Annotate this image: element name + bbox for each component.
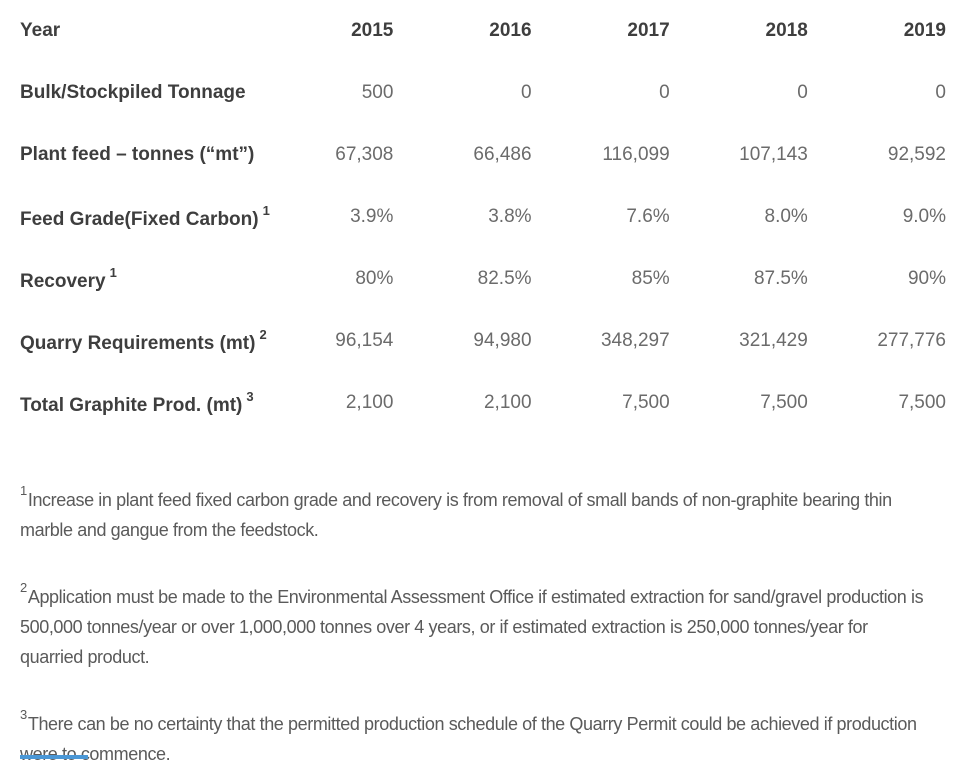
cell-value: 96,154 <box>335 330 394 351</box>
table-row: Feed Grade(Fixed Carbon) 1 3.9% 3.8% 7.6%… <box>20 186 946 248</box>
cell-value: 7,500 <box>622 392 670 413</box>
row-label-text: Total Graphite Prod. (mt) <box>20 395 243 416</box>
row-label-recovery: Recovery 1 <box>20 248 255 310</box>
table-header-row: Year 2015 2016 2017 2018 2019 <box>20 0 946 62</box>
cell-value: 8.0% <box>764 206 808 227</box>
table-row: Quarry Requirements (mt) 2 96,154 94,980 … <box>20 310 946 372</box>
cell-value: 3.9% <box>350 206 394 227</box>
footnote-marker: 1 <box>109 265 117 280</box>
year-column-2019: 2019 <box>903 20 946 41</box>
cell-value: 80% <box>355 268 394 289</box>
table-row: Total Graphite Prod. (mt) 3 2,100 2,100 7… <box>20 372 946 434</box>
footnote-1: 1Increase in plant feed fixed carbon gra… <box>20 476 925 545</box>
cell-value: 90% <box>907 268 946 289</box>
cut-off-blue-element <box>20 755 88 759</box>
cell-value: 7.6% <box>626 206 670 227</box>
year-column-2015: 2015 <box>351 20 394 41</box>
cell-value: 87.5% <box>753 268 808 289</box>
cell-value: 3.8% <box>488 206 532 227</box>
cell-value: 500 <box>361 82 394 103</box>
table-row: Bulk/Stockpiled Tonnage 500 0 0 0 0 <box>20 62 946 124</box>
cell-value: 2,100 <box>483 392 532 413</box>
footnote-1-marker: 1 <box>20 483 27 498</box>
cell-value: 82.5% <box>477 268 532 289</box>
row-label-text: Quarry Requirements (mt) <box>20 333 256 354</box>
cell-value: 107,143 <box>739 144 808 165</box>
footnote-3-marker: 3 <box>20 707 27 722</box>
cell-value: 0 <box>520 82 532 103</box>
cell-value: 94,980 <box>473 330 532 351</box>
cell-value: 66,486 <box>473 144 532 165</box>
footnote-1-text: Increase in plant feed fixed carbon grad… <box>20 490 892 540</box>
footnote-3-text: There can be no certainty that the permi… <box>20 714 917 763</box>
year-column-2018: 2018 <box>765 20 808 41</box>
footnote-3: 3There can be no certainty that the perm… <box>20 700 925 763</box>
footnote-marker: 2 <box>259 327 267 342</box>
cell-value: 321,429 <box>739 330 808 351</box>
cell-value: 92,592 <box>887 144 946 165</box>
footnote-2-text: Application must be made to the Environm… <box>20 587 924 667</box>
row-label-quarry-requirements: Quarry Requirements (mt) 2 <box>20 310 267 372</box>
year-header-label: Year <box>20 20 61 41</box>
row-label-text: Bulk/Stockpiled Tonnage <box>20 82 246 103</box>
cell-value: 0 <box>659 82 670 103</box>
cell-value: 116,099 <box>602 144 670 165</box>
cell-value: 7,500 <box>898 392 946 413</box>
footnote-marker: 1 <box>262 203 270 218</box>
row-label-total-graphite-prod: Total Graphite Prod. (mt) 3 <box>20 372 255 434</box>
row-label-bulk-stockpiled-tonnage: Bulk/Stockpiled Tonnage <box>20 62 255 124</box>
cell-value: 277,776 <box>877 330 946 351</box>
row-label-text: Plant feed – tonnes (“mt”) <box>20 144 255 165</box>
footnotes-section: 1Increase in plant feed fixed carbon gra… <box>20 476 925 763</box>
row-label-plant-feed-tonnes: Plant feed – tonnes (“mt”) <box>20 124 255 186</box>
table-row: Recovery 1 80% 82.5% 85% 87.5% 90% <box>20 248 946 310</box>
cell-value: 348,297 <box>600 330 670 351</box>
cell-value: 9.0% <box>902 206 946 227</box>
cell-value: 2,100 <box>345 392 394 413</box>
cell-value: 67,308 <box>335 144 394 165</box>
footnote-marker: 3 <box>246 389 254 404</box>
cell-value: 85% <box>631 268 670 289</box>
year-column-2016: 2016 <box>489 20 532 41</box>
table-row: Plant feed – tonnes (“mt”) 67,308 66,486… <box>20 124 946 186</box>
footnote-2: 2Application must be made to the Environ… <box>20 573 925 672</box>
cell-value: 0 <box>935 82 946 103</box>
row-label-feed-grade-fixed-carbon: Feed Grade(Fixed Carbon) 1 <box>20 186 270 248</box>
footnote-2-marker: 2 <box>20 580 27 595</box>
row-label-text: Recovery <box>20 271 106 292</box>
year-column-2017: 2017 <box>627 20 670 41</box>
cell-value: 7,500 <box>760 392 808 413</box>
row-label-text: Feed Grade(Fixed Carbon) <box>20 209 259 230</box>
production-schedule-table: Year 2015 2016 2017 2018 2019 Bulk/Stock… <box>20 0 946 434</box>
cell-value: 0 <box>797 82 808 103</box>
